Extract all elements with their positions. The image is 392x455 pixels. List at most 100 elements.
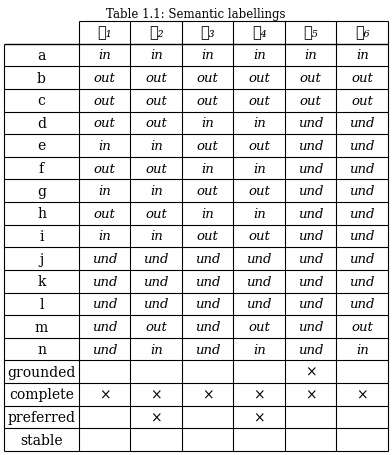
Text: ℓ₁: ℓ₁: [98, 26, 112, 40]
Text: k: k: [37, 275, 46, 288]
Text: n: n: [37, 343, 46, 356]
Text: m: m: [35, 320, 48, 334]
Text: in: in: [253, 343, 266, 356]
Text: out: out: [94, 207, 116, 220]
Text: i: i: [39, 229, 44, 243]
Text: in: in: [201, 162, 214, 175]
Text: h: h: [37, 207, 46, 221]
Text: und: und: [247, 298, 272, 311]
Text: ℓ₂: ℓ₂: [149, 26, 163, 40]
Text: ℓ₄: ℓ₄: [252, 26, 267, 40]
Text: out: out: [197, 72, 219, 85]
Text: out: out: [94, 117, 116, 130]
Text: out: out: [197, 95, 219, 107]
Text: und: und: [247, 253, 272, 266]
Text: und: und: [350, 253, 375, 266]
Text: in: in: [253, 207, 266, 220]
Text: und: und: [143, 253, 169, 266]
Text: g: g: [37, 184, 46, 198]
Text: und: und: [350, 185, 375, 198]
Text: out: out: [145, 117, 167, 130]
Text: und: und: [298, 117, 323, 130]
Text: und: und: [298, 253, 323, 266]
Text: in: in: [150, 140, 163, 152]
Text: e: e: [37, 139, 45, 153]
Text: Table 1.1: Semantic labellings: Table 1.1: Semantic labellings: [106, 8, 286, 21]
Text: out: out: [145, 162, 167, 175]
Text: und: und: [195, 343, 220, 356]
Text: in: in: [150, 49, 163, 62]
Text: und: und: [92, 298, 118, 311]
Text: und: und: [195, 253, 220, 266]
Text: in: in: [98, 140, 111, 152]
Text: und: und: [143, 298, 169, 311]
Text: und: und: [92, 275, 118, 288]
Text: in: in: [253, 49, 266, 62]
Text: out: out: [197, 185, 219, 198]
Text: in: in: [356, 343, 368, 356]
Text: und: und: [143, 275, 169, 288]
Text: in: in: [150, 343, 163, 356]
Text: out: out: [248, 320, 270, 334]
Text: ×: ×: [151, 388, 162, 402]
Text: out: out: [94, 162, 116, 175]
Text: ℓ₃: ℓ₃: [200, 26, 215, 40]
Text: in: in: [150, 230, 163, 243]
Text: und: und: [195, 275, 220, 288]
Text: j: j: [39, 252, 44, 266]
Text: und: und: [298, 185, 323, 198]
Text: in: in: [201, 49, 214, 62]
Text: out: out: [145, 72, 167, 85]
Text: ×: ×: [356, 388, 368, 402]
Text: f: f: [39, 162, 44, 176]
Text: und: und: [350, 230, 375, 243]
Text: und: und: [298, 162, 323, 175]
Text: ℓ₆: ℓ₆: [355, 26, 370, 40]
Text: stable: stable: [20, 433, 63, 447]
Text: in: in: [304, 49, 317, 62]
Text: in: in: [98, 230, 111, 243]
Text: und: und: [298, 343, 323, 356]
Text: out: out: [300, 72, 322, 85]
Text: in: in: [201, 207, 214, 220]
Text: in: in: [98, 49, 111, 62]
Text: und: und: [298, 230, 323, 243]
Text: in: in: [150, 185, 163, 198]
Text: complete: complete: [9, 388, 74, 402]
Text: und: und: [350, 275, 375, 288]
Text: und: und: [350, 162, 375, 175]
Text: out: out: [197, 230, 219, 243]
Text: out: out: [248, 230, 270, 243]
Text: und: und: [350, 207, 375, 220]
Text: l: l: [39, 297, 44, 311]
Text: und: und: [298, 320, 323, 334]
Text: out: out: [351, 95, 373, 107]
Text: out: out: [351, 320, 373, 334]
Text: in: in: [356, 49, 368, 62]
Text: out: out: [94, 72, 116, 85]
Text: in: in: [253, 117, 266, 130]
Text: c: c: [38, 94, 45, 108]
Text: und: und: [298, 298, 323, 311]
Text: ×: ×: [305, 365, 317, 379]
Text: ×: ×: [99, 388, 111, 402]
Text: out: out: [351, 72, 373, 85]
Text: und: und: [92, 343, 118, 356]
Text: ×: ×: [202, 388, 214, 402]
Text: out: out: [145, 207, 167, 220]
Text: out: out: [300, 95, 322, 107]
Text: in: in: [201, 117, 214, 130]
Text: grounded: grounded: [7, 365, 76, 379]
Text: out: out: [248, 185, 270, 198]
Text: a: a: [37, 49, 46, 63]
Text: und: und: [298, 275, 323, 288]
Text: out: out: [248, 140, 270, 152]
Text: und: und: [298, 207, 323, 220]
Text: d: d: [37, 116, 46, 131]
Text: ×: ×: [305, 388, 317, 402]
Text: ×: ×: [254, 388, 265, 402]
Text: out: out: [197, 140, 219, 152]
Text: in: in: [98, 185, 111, 198]
Text: out: out: [145, 320, 167, 334]
Text: und: und: [247, 275, 272, 288]
